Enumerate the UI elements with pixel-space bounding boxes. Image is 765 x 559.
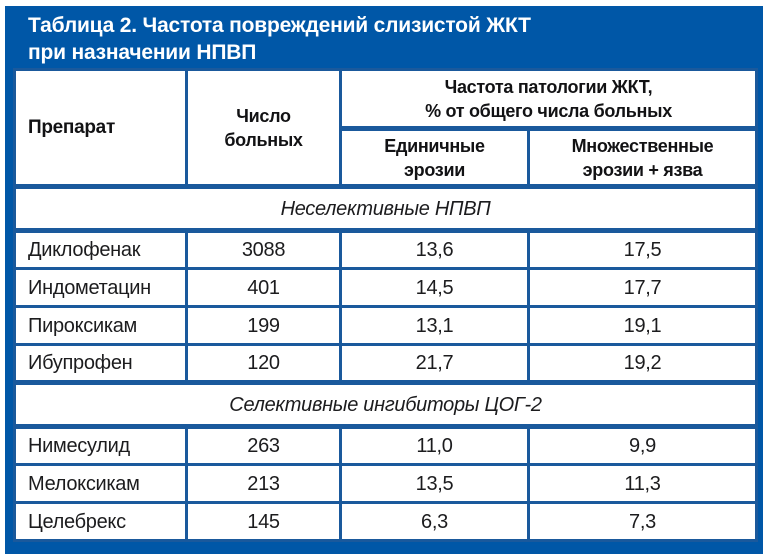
- header-row-top: Препарат Число больных Частота патологии…: [13, 68, 758, 189]
- multiple-cell: 17,7: [527, 267, 758, 308]
- patients-cell: 213: [185, 463, 342, 504]
- section-row: Селективные ингибиторы ЦОГ-2: [13, 380, 758, 429]
- single-cell: 13,5: [339, 463, 530, 504]
- table-title-line1: Таблица 2. Частота повреждений слизистой…: [28, 14, 531, 37]
- table-row: Целебрекс 145 6,3 7,3: [13, 501, 758, 542]
- table-panel: Таблица 2. Частота повреждений слизистой…: [5, 6, 763, 554]
- patients-cell: 199: [185, 305, 342, 346]
- single-cell: 11,0: [339, 425, 530, 466]
- drug-cell: Пироксикам: [13, 305, 188, 346]
- table-row: Диклофенак 3088 13,6 17,5: [13, 229, 758, 270]
- data-table: Препарат Число больных Частота патологии…: [13, 68, 758, 542]
- drug-cell: Мелоксикам: [13, 463, 188, 504]
- header-multiple-erosions: Множественные эрозии + язва: [527, 127, 758, 189]
- patients-cell: 3088: [185, 229, 342, 270]
- single-cell: 13,6: [339, 229, 530, 270]
- drug-cell: Ибупрофен: [13, 343, 188, 384]
- drug-cell: Целебрекс: [13, 501, 188, 542]
- table-row: Мелоксикам 213 13,5 11,3: [13, 463, 758, 504]
- single-cell: 13,1: [339, 305, 530, 346]
- table-row: Пироксикам 199 13,1 19,1: [13, 305, 758, 346]
- single-cell: 21,7: [339, 343, 530, 384]
- table-body: Неселективные НПВП Диклофенак 3088 13,6 17,5…: [13, 184, 758, 542]
- patients-cell: 120: [185, 343, 342, 384]
- table-title-line2: при назначении НПВП: [28, 41, 257, 64]
- drug-cell: Диклофенак: [13, 229, 188, 270]
- multiple-cell: 11,3: [527, 463, 758, 504]
- patients-cell: 145: [185, 501, 342, 542]
- table-row: Нимесулид 263 11,0 9,9: [13, 425, 758, 466]
- header-single-erosions: Единичные эрозии: [339, 127, 530, 189]
- section-label: Селективные ингибиторы ЦОГ-2: [13, 380, 758, 429]
- table-header: Препарат Число больных Частота патологии…: [13, 68, 758, 189]
- header-frequency-group: Частота патологии ЖКТ, % от общего числа…: [339, 68, 758, 131]
- single-cell: 6,3: [339, 501, 530, 542]
- patients-cell: 263: [185, 425, 342, 466]
- header-row-sub: Единичные эрозии Множественные эрозии + …: [15, 127, 758, 189]
- multiple-cell: 7,3: [527, 501, 758, 542]
- multiple-cell: 19,1: [527, 305, 758, 346]
- table-row: Индометацин 401 14,5 17,7: [13, 267, 758, 308]
- header-patients-count: Число больных: [185, 68, 342, 189]
- multiple-cell: 17,5: [527, 229, 758, 270]
- table-title: Таблица 2. Частота повреждений слизистой…: [13, 6, 755, 68]
- table-row: Ибупрофен 120 21,7 19,2: [13, 343, 758, 384]
- drug-cell: Индометацин: [13, 267, 188, 308]
- section-label: Неселективные НПВП: [13, 184, 758, 233]
- single-cell: 14,5: [339, 267, 530, 308]
- multiple-cell: 9,9: [527, 425, 758, 466]
- patients-cell: 401: [185, 267, 342, 308]
- section-row: Неселективные НПВП: [13, 184, 758, 233]
- header-drug: Препарат: [13, 68, 188, 189]
- multiple-cell: 19,2: [527, 343, 758, 384]
- drug-cell: Нимесулид: [13, 425, 188, 466]
